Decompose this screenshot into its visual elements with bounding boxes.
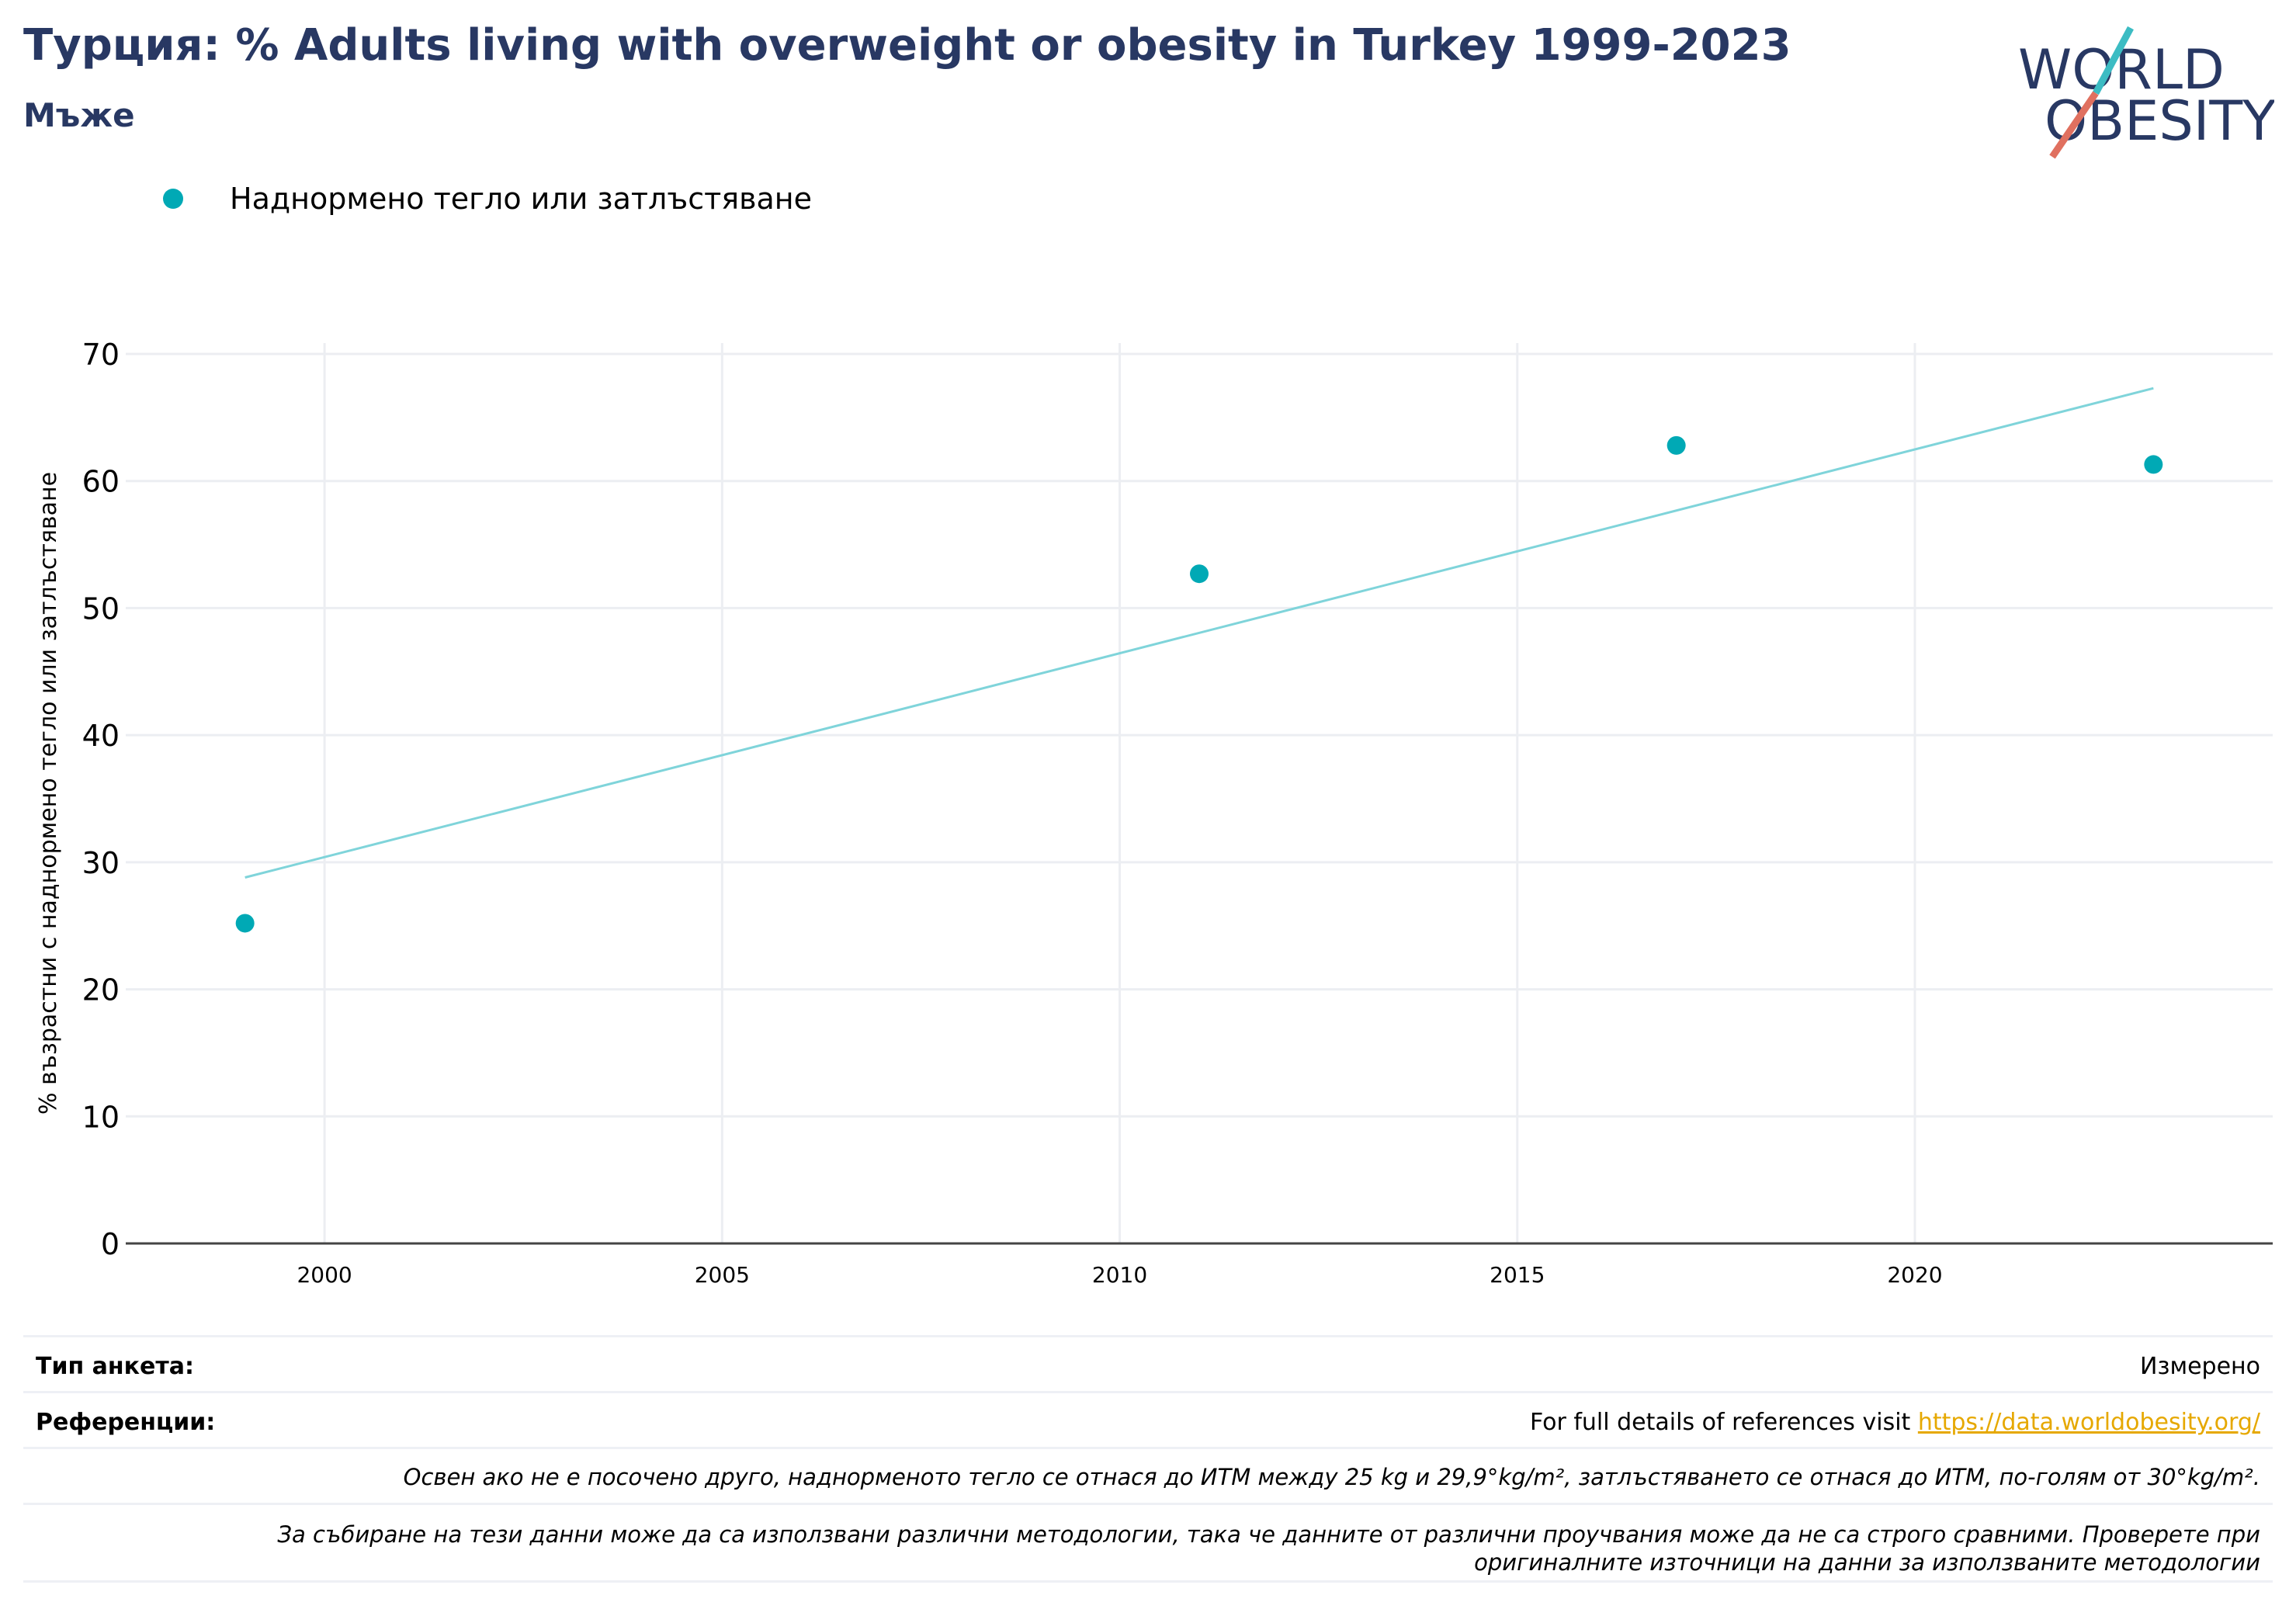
trend-line-layer	[245, 387, 2154, 879]
methodology-note-line-2: оригиналните източници на данни за изпол…	[1474, 1549, 2260, 1576]
y-tick-label: 70	[82, 338, 120, 372]
survey-type-value: Измерено	[2140, 1353, 2260, 1380]
data-point	[1190, 564, 1209, 584]
footer-bottom-border	[23, 1580, 2273, 1583]
references-label: Референции:	[36, 1409, 216, 1436]
y-tick-label: 30	[82, 846, 120, 880]
footer-row-bmi-note: Освен ако не е посочено друго, наднормен…	[23, 1447, 2273, 1505]
y-tick-label: 10	[82, 1100, 120, 1134]
world-obesity-logo: WORLD OBESITY	[2018, 26, 2274, 159]
x-tick-label: 2005	[695, 1262, 750, 1288]
references-value: For full details of references visit htt…	[1530, 1409, 2260, 1436]
x-tick-label: 2000	[297, 1262, 352, 1288]
x-tick-label: 2015	[1490, 1262, 1545, 1288]
logo-slash-bottom	[2049, 91, 2099, 159]
data-point	[235, 914, 255, 933]
y-tick-label: 50	[82, 591, 120, 626]
logo-word-obesity: OBESITY	[2045, 89, 2274, 153]
survey-type-label: Тип анкета:	[36, 1353, 194, 1380]
data-point	[1667, 435, 1686, 455]
logo-slash-top	[2093, 26, 2134, 95]
data-points	[235, 435, 2163, 933]
chart-title: Турция: % Adults living with overweight …	[23, 20, 1791, 71]
legend-marker-icon	[163, 189, 183, 209]
y-tick-label: 40	[82, 719, 120, 753]
references-text: For full details of references visit	[1529, 1409, 1918, 1436]
references-link[interactable]: https://data.worldobesity.org/	[1917, 1409, 2260, 1436]
methodology-note: За събиране на тези данни може да са изп…	[277, 1521, 2260, 1576]
y-tick-label: 60	[82, 465, 120, 499]
y-tick-label: 0	[101, 1227, 120, 1261]
y-axis-label: % възрастни с наднормено тегло или затлъ…	[35, 472, 62, 1115]
legend: Наднормено тегло или затлъстяване	[163, 182, 812, 216]
axes: 0 10 20 30 40 50 60 70 2000 2005 2010 2015 2020	[82, 338, 2273, 1288]
bmi-definition-note: Освен ако не е посочено друго, наднормен…	[403, 1464, 2260, 1490]
footer-row-methods-note: За събиране на тези данни може да са изп…	[23, 1503, 2273, 1583]
scatter-chart: 0 10 20 30 40 50 60 70 2000 2005 2010 2015 2020 % въ…	[35, 338, 2273, 1288]
x-tick-label: 2010	[1092, 1262, 1147, 1288]
chart-subtitle: Мъже	[23, 96, 135, 134]
methodology-note-line-1: За събиране на тези данни може да са изп…	[277, 1521, 2260, 1548]
y-tick-label: 20	[82, 973, 120, 1007]
footer-row-references: Референции: For full details of referenc…	[23, 1391, 2273, 1449]
grid-lines	[126, 343, 2273, 1243]
legend-label: Наднормено тегло или затлъстяване	[230, 182, 812, 216]
footer-row-survey-type: Тип анкета: Измерено	[23, 1335, 2273, 1393]
x-tick-label: 2020	[1887, 1262, 1942, 1288]
data-point	[2144, 455, 2163, 474]
trend-line	[245, 387, 2154, 879]
